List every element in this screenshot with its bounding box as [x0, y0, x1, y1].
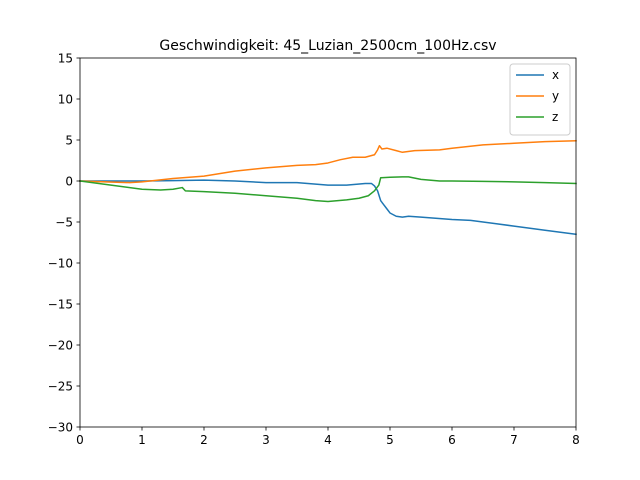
y-tick-label: 0 — [65, 175, 73, 189]
legend: xyz — [509, 63, 571, 136]
x-axis: 0 1 2 3 4 5 6 7 8 — [76, 427, 580, 447]
legend-label-z: z — [552, 110, 558, 124]
y-tick-label: 15 — [58, 52, 73, 66]
y-tick-label: 10 — [58, 93, 73, 107]
series-layer — [79, 140, 577, 236]
y-tick-label: −5 — [55, 216, 73, 230]
y-axis: −30 −25 −20 −15 −10 −5 0 5 10 15 — [48, 52, 80, 435]
x-tick-label: 1 — [138, 433, 146, 447]
y-tick-label: −10 — [48, 257, 73, 271]
x-tick-label: 2 — [200, 433, 208, 447]
y-tick-label: −25 — [48, 380, 73, 394]
legend-label-x: x — [552, 68, 559, 82]
x-tick-label: 4 — [324, 433, 332, 447]
series-line-z — [79, 176, 577, 203]
series-line-x — [79, 179, 577, 236]
x-tick-label: 0 — [76, 433, 84, 447]
x-tick-label: 5 — [386, 433, 394, 447]
x-tick-label: 6 — [448, 433, 456, 447]
series-line-y — [79, 140, 577, 184]
chart-title: Geschwindigkeit: 45_Luzian_2500cm_100Hz.… — [159, 38, 496, 54]
y-tick-label: 5 — [65, 134, 73, 148]
y-tick-label: −30 — [48, 421, 73, 435]
x-tick-label: 3 — [262, 433, 270, 447]
legend-label-y: y — [552, 89, 559, 103]
plot-area — [80, 58, 576, 427]
x-tick-label: 8 — [572, 433, 580, 447]
y-tick-label: −20 — [48, 339, 73, 353]
y-tick-label: −15 — [48, 298, 73, 312]
x-tick-label: 7 — [510, 433, 518, 447]
